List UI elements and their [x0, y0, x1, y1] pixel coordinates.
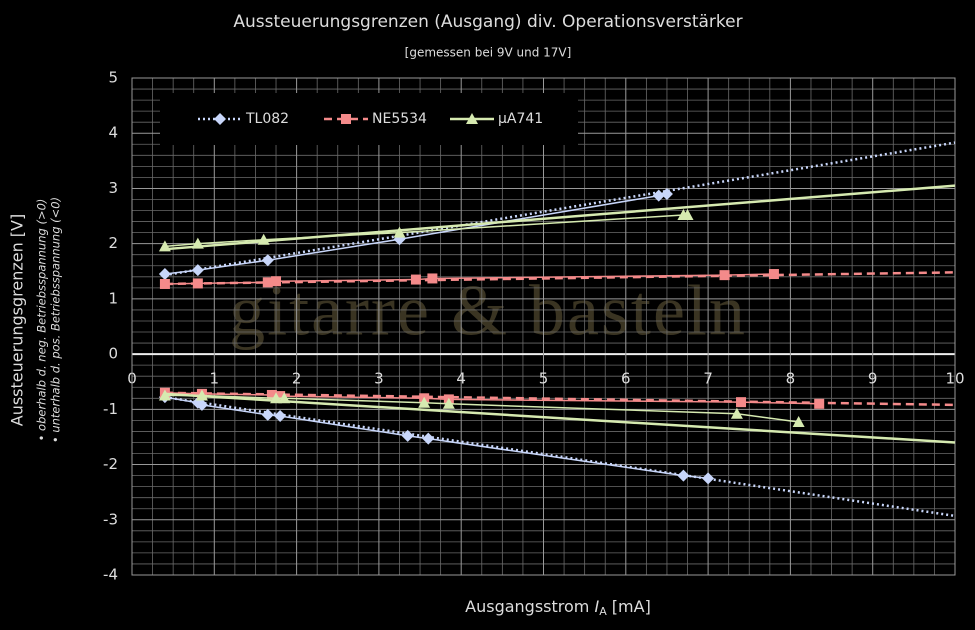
x-tick-label: 3: [374, 370, 384, 388]
y-tick-label: 5: [108, 69, 118, 87]
y-note: • unterhalb d. pos. Betriebsspannung (<0…: [49, 197, 63, 443]
marker: [736, 397, 747, 408]
y-tick-label: -3: [103, 510, 118, 528]
marker: [270, 392, 283, 404]
x-tick-label: 9: [868, 370, 878, 388]
marker: [158, 268, 171, 281]
marker: [195, 389, 208, 401]
marker: [730, 407, 743, 419]
marker: [652, 189, 665, 202]
x-tick-label: 5: [539, 370, 549, 388]
y-axis-label: Aussteuerungsgrenzen [V]: [8, 214, 27, 426]
x-label-unit: [mA]: [607, 597, 651, 616]
x-tick-label: 8: [786, 370, 796, 388]
marker: [418, 396, 431, 408]
marker: [158, 240, 171, 252]
chart-title: Aussteuerungsgrenzen (Ausgang) div. Oper…: [233, 12, 742, 32]
marker: [262, 277, 273, 288]
marker: [257, 233, 270, 245]
legend-label: µA741: [498, 111, 543, 127]
marker: [719, 270, 730, 281]
marker: [422, 432, 435, 445]
y-tick-label: 3: [108, 179, 118, 197]
marker: [271, 276, 282, 287]
y-tick-label: 0: [108, 345, 118, 363]
x-tick-label: 6: [621, 370, 631, 388]
marker: [681, 208, 694, 220]
marker: [266, 389, 277, 400]
chart-subtitle: [gemessen bei 9V und 17V]: [405, 46, 572, 60]
marker: [261, 408, 274, 421]
marker: [792, 416, 805, 428]
marker: [214, 113, 226, 125]
watermark: gitarre & basteln: [229, 271, 747, 351]
y-tick-label: 2: [108, 234, 118, 252]
marker: [158, 389, 171, 401]
marker: [660, 187, 673, 200]
y-tick-label: 4: [108, 124, 118, 142]
y-tick-label: 1: [108, 289, 118, 307]
marker: [195, 398, 208, 411]
trend-line: [164, 141, 956, 518]
marker: [261, 254, 274, 267]
marker: [341, 114, 351, 124]
marker: [427, 273, 438, 284]
y-tick-label: -4: [103, 566, 118, 584]
marker: [442, 397, 455, 409]
marker: [159, 278, 170, 289]
legend-label: TL082: [245, 111, 289, 127]
marker: [768, 269, 779, 280]
marker: [393, 226, 406, 238]
y-tick-label: -2: [103, 455, 118, 473]
x-label-symbol: I: [594, 597, 599, 616]
legend: TL082 NE5534 µA741: [160, 93, 578, 145]
marker: [274, 409, 287, 422]
marker: [814, 398, 825, 409]
x-label-subscript: A: [599, 605, 607, 618]
marker: [677, 469, 690, 482]
marker: [466, 113, 478, 124]
marker: [410, 274, 421, 285]
x-tick-label: 4: [456, 370, 466, 388]
x-label-text: Ausgangsstrom: [465, 597, 594, 616]
legend-label: NE5534: [372, 111, 427, 127]
marker: [278, 392, 291, 404]
y-note: • oberhalb d. neg. Betriebsspannung (>0): [35, 199, 49, 442]
y-tick-label: -1: [103, 400, 118, 418]
marker: [191, 237, 204, 249]
x-axis-label: Ausgangsstrom IA [mA]: [465, 597, 651, 619]
marker: [275, 391, 286, 402]
marker: [192, 278, 203, 289]
marker: [191, 264, 204, 277]
x-tick-label: 2: [292, 370, 302, 388]
x-tick-label: 7: [703, 370, 713, 388]
series-line: [164, 273, 820, 405]
marker: [702, 472, 715, 485]
marker: [401, 429, 414, 442]
x-tick-label: 1: [210, 370, 220, 388]
plot-border: [131, 77, 956, 576]
trend-line: [164, 271, 956, 407]
